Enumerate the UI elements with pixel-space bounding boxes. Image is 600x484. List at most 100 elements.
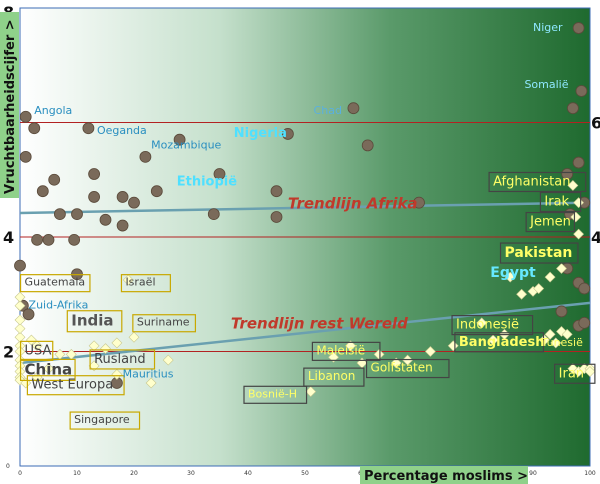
data-point: [28, 122, 41, 135]
x-tick-label: 30: [187, 470, 195, 477]
data-point: [561, 168, 574, 180]
x-axis-label-box: [360, 466, 528, 484]
annotation-box: [69, 411, 141, 430]
data-point: [42, 233, 55, 246]
annotation-text: Irak: [544, 195, 569, 210]
annotation-text: Golfstaten: [371, 361, 433, 375]
x-tick-label: 20: [130, 470, 138, 477]
annotation-text: Somalië: [524, 78, 568, 91]
data-point: [88, 191, 100, 203]
data-point: [116, 191, 129, 203]
data-point: [575, 85, 588, 97]
data-point: [516, 288, 528, 300]
annotation-text: Niger: [533, 21, 563, 34]
data-point: [68, 233, 81, 246]
trend-line: [19, 201, 591, 215]
data-point: [345, 340, 357, 352]
data-point: [207, 208, 220, 221]
data-point: [14, 259, 26, 272]
annotation: Israël: [120, 274, 171, 293]
annotation-text: Tunesië: [541, 336, 584, 349]
annotation-box: [454, 332, 545, 353]
annotation: Maleisië: [311, 341, 381, 361]
annotation-text: Chad: [314, 104, 342, 117]
annotation-box: [243, 385, 308, 404]
annotation-box: [488, 171, 587, 193]
data-point: [572, 156, 585, 169]
annotation-box: [132, 314, 197, 333]
data-point: [111, 368, 123, 380]
data-point: [305, 386, 317, 397]
annotation-box: [525, 211, 576, 233]
annotation: Mozambique: [151, 138, 221, 151]
x-tick-label: 10: [73, 470, 81, 477]
annotation: Irak: [539, 191, 582, 213]
data-point: [270, 185, 283, 198]
data-point: [111, 337, 123, 349]
data-point: [99, 213, 112, 226]
annotation: Bosnië-H: [243, 385, 308, 404]
annotation-text: Suriname: [137, 316, 190, 329]
annotation-box: [19, 340, 54, 361]
annotation-text: Israël: [125, 276, 155, 289]
annotation-text: Afghanistan: [493, 174, 570, 189]
data-point: [550, 337, 562, 349]
annotation-box: [365, 358, 450, 379]
data-point: [561, 328, 573, 340]
data-point: [347, 102, 360, 115]
data-point: [31, 233, 43, 246]
annotation-text: Ethiopië: [177, 174, 237, 189]
data-point: [424, 346, 436, 357]
annotation: Oeganda: [97, 124, 147, 137]
data-point: [270, 211, 283, 223]
data-point: [31, 340, 43, 352]
annotation-box: [19, 358, 76, 381]
annotation-text: Rusland: [94, 352, 146, 367]
data-point: [555, 305, 568, 318]
annotation-text: China: [25, 360, 73, 378]
data-point: [22, 308, 35, 321]
data-point: [88, 168, 100, 180]
data-point: [572, 22, 585, 34]
annotation: Rusland: [89, 349, 156, 370]
y-axis-label-box: [0, 12, 19, 198]
x-tick-label: 50: [301, 470, 309, 477]
data-point: [88, 340, 100, 352]
data-point: [413, 196, 425, 209]
annotation-text: Trendlijn Afrika: [288, 194, 418, 212]
annotation: Indonesië: [451, 315, 534, 336]
data-point: [82, 122, 95, 135]
annotation-text: Bangladesh: [459, 335, 545, 350]
data-point: [213, 168, 226, 180]
annotation-box: [26, 375, 125, 396]
annotation-text: Nigeria: [234, 126, 287, 141]
annotation-text: Egypt: [490, 265, 536, 281]
data-point: [100, 343, 111, 355]
y-tick-label: 4: [3, 228, 14, 247]
annotation: Pakistan: [499, 242, 579, 264]
data-point: [88, 360, 100, 372]
annotation-text: Oeganda: [97, 124, 147, 137]
annotation-text: Mauritius: [123, 367, 174, 380]
annotation-text: Jemen: [529, 215, 571, 230]
data-point: [533, 283, 545, 294]
annotation: Somalië: [524, 78, 568, 91]
data-point: [139, 150, 152, 163]
annotation: Suriname: [132, 314, 197, 333]
annotation-text: Bosnië-H: [248, 387, 297, 400]
data-point: [538, 334, 550, 346]
data-point: [150, 185, 163, 198]
annotation: Ethiopië: [177, 174, 237, 189]
data-point: [25, 334, 37, 346]
data-point: [573, 228, 585, 240]
annotation: Trendlijn rest Wereld: [231, 315, 408, 333]
annotation-box: [539, 191, 582, 213]
annotation-text: Singapore: [74, 413, 130, 426]
data-point: [173, 133, 186, 146]
y-tick-label: 0: [6, 463, 10, 470]
data-point: [14, 314, 26, 326]
data-point: [54, 208, 66, 221]
annotation-box: [499, 242, 579, 264]
annotation-text: Iran: [559, 366, 584, 381]
data-point: [71, 208, 83, 221]
